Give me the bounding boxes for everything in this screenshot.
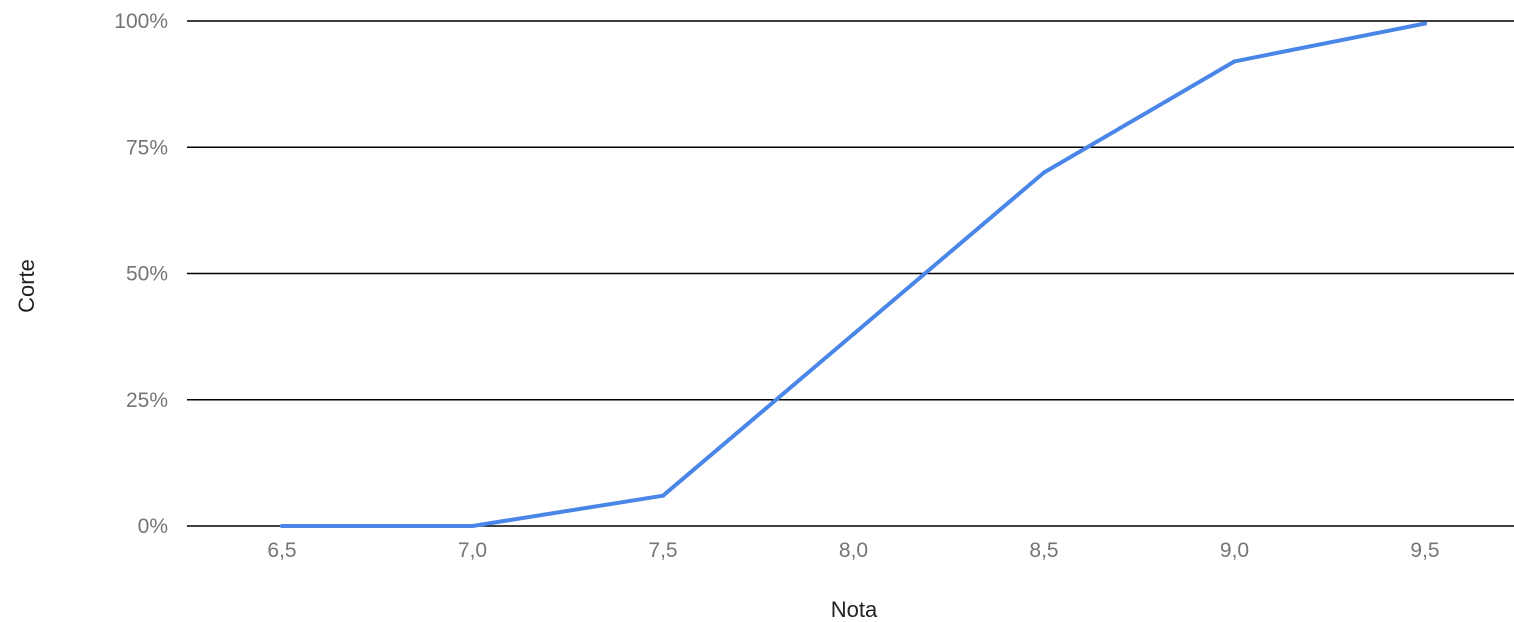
data-point <box>1423 21 1427 26</box>
series-layer <box>280 21 1427 528</box>
x-tick-label: 8,0 <box>839 539 868 562</box>
y-tick-label: 75% <box>126 136 168 159</box>
data-point <box>661 493 665 498</box>
data-point <box>1042 170 1046 175</box>
x-tick-label: 6,5 <box>267 539 296 562</box>
series-line <box>280 21 1427 528</box>
data-point <box>470 524 475 528</box>
x-tick-label: 7,0 <box>458 539 487 562</box>
x-axis-tick-labels: 6,5 7,0 7,5 8,0 8,5 9,0 9,5 <box>267 539 1439 562</box>
x-tick-label: 7,5 <box>648 539 677 562</box>
data-point <box>280 524 284 528</box>
x-axis-title: Nota <box>831 597 878 622</box>
x-tick-label: 9,5 <box>1410 539 1439 562</box>
x-tick-label: 9,0 <box>1220 539 1249 562</box>
y-tick-label: 100% <box>114 10 168 33</box>
y-axis-title: Corte <box>14 259 39 313</box>
y-tick-label: 0% <box>138 515 168 538</box>
y-tick-label: 25% <box>126 389 168 412</box>
gridlines <box>187 20 1514 527</box>
x-tick-label: 8,5 <box>1029 539 1058 562</box>
y-tick-label: 50% <box>126 263 168 286</box>
y-axis-tick-labels: 0% 25% 50% 75% 100% <box>114 10 168 538</box>
data-point <box>1232 59 1237 64</box>
data-point <box>851 332 856 337</box>
